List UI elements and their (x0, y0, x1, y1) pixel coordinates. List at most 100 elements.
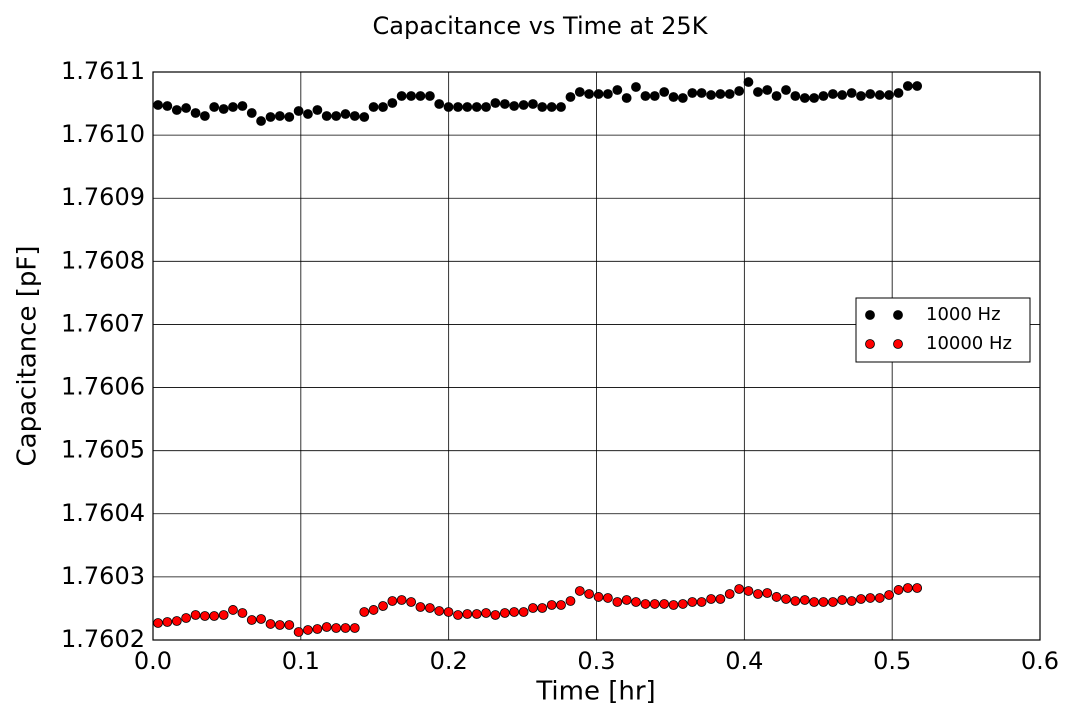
y-tick-label: 1.7608 (61, 246, 145, 274)
data-point (912, 81, 923, 91)
data-point (818, 91, 829, 101)
data-point (621, 93, 632, 103)
data-point (162, 101, 173, 111)
data-point (762, 588, 773, 598)
data-point (518, 607, 529, 617)
data-point (387, 98, 398, 108)
data-point (902, 583, 913, 593)
y-tick-label: 1.7602 (61, 625, 145, 653)
legend-frame (855, 297, 1031, 363)
y-tick-label: 1.7605 (61, 436, 145, 464)
data-point (659, 87, 670, 97)
legend: 1000 Hz 10000 Hz (855, 297, 1031, 363)
data-point (809, 597, 820, 607)
data-point (687, 597, 698, 607)
data-point (696, 88, 707, 98)
data-point (509, 101, 520, 111)
data-point (790, 596, 801, 606)
data-point (799, 595, 810, 605)
data-point (256, 614, 266, 624)
data-point (199, 611, 210, 621)
data-point (153, 100, 163, 110)
data-point (471, 102, 482, 112)
data-point (884, 90, 894, 100)
data-point (349, 111, 360, 121)
x-tick-label: 0.2 (430, 647, 468, 675)
data-point (724, 589, 735, 599)
legend-label: 1000 Hz (926, 304, 1001, 325)
data-point (668, 600, 679, 610)
data-point (518, 100, 529, 110)
x-tick-label: 0.6 (1021, 647, 1059, 675)
legend-label: 10000 Hz (926, 333, 1012, 354)
data-point (621, 595, 632, 605)
data-point (584, 89, 595, 99)
data-point (424, 91, 435, 101)
data-point (303, 109, 313, 119)
data-point (453, 102, 463, 112)
data-point (846, 88, 857, 98)
data-point (256, 116, 266, 126)
data-point (378, 601, 388, 611)
data-point (715, 89, 726, 99)
data-point (809, 93, 820, 103)
data-point (799, 93, 810, 103)
data-point (837, 595, 848, 605)
data-point (827, 89, 838, 99)
data-point (546, 600, 557, 610)
x-tick-label: 0.4 (725, 647, 763, 675)
data-point (724, 89, 735, 99)
data-point (293, 106, 304, 116)
x-tick-label: 0.1 (282, 647, 320, 675)
legend-marker (865, 310, 875, 320)
data-point (546, 102, 557, 112)
data-point (734, 86, 745, 96)
data-point (687, 88, 698, 98)
data-point (565, 596, 576, 606)
data-point (631, 82, 641, 92)
data-point (649, 599, 660, 609)
data-point (312, 105, 323, 115)
y-tick-label: 1.7606 (61, 373, 145, 401)
data-point (584, 589, 595, 599)
data-point (837, 90, 848, 100)
data-point (331, 623, 342, 633)
y-tick-label: 1.7610 (61, 120, 145, 148)
data-point (237, 608, 248, 618)
data-point (396, 91, 407, 101)
data-point (340, 109, 351, 119)
data-point (481, 608, 491, 618)
data-point (706, 594, 716, 604)
data-point (228, 605, 238, 615)
data-point (274, 620, 285, 630)
data-point (537, 603, 548, 613)
data-point (499, 99, 510, 109)
data-point (246, 108, 257, 118)
data-point (209, 102, 220, 112)
data-point (902, 81, 913, 91)
data-point (743, 586, 754, 596)
data-point (827, 597, 838, 607)
data-point (490, 98, 501, 108)
data-point (893, 88, 904, 98)
data-point (284, 112, 295, 122)
legend-marker (865, 339, 875, 349)
data-point (181, 103, 192, 113)
data-point (846, 596, 857, 606)
data-point (781, 85, 791, 95)
data-point (753, 87, 763, 97)
data-point (303, 625, 313, 635)
legend-marker (893, 339, 903, 349)
data-point (659, 599, 670, 609)
data-point (171, 616, 182, 626)
data-point (368, 102, 379, 112)
data-point (462, 609, 473, 619)
data-point (856, 91, 866, 101)
data-point (471, 609, 482, 619)
data-point (593, 592, 604, 602)
data-point (743, 77, 754, 87)
data-point (415, 602, 426, 612)
data-point (612, 85, 623, 95)
